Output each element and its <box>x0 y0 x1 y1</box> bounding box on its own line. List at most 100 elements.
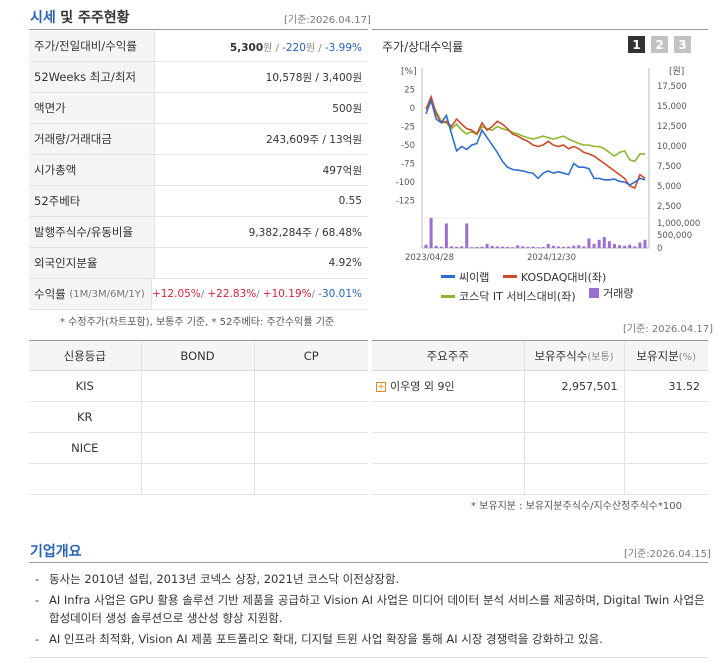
table-row <box>372 463 708 495</box>
column-header: 주요주주 <box>372 340 524 371</box>
row-value: 0.55 <box>338 195 362 207</box>
legend-item-price: 씨이랩 <box>441 269 489 285</box>
volume-bar <box>480 246 484 248</box>
legend-label: 코스닥 IT 서비스대비(좌) <box>459 290 576 303</box>
column-header: 보유지분(%) <box>623 340 708 371</box>
volume-bar <box>434 245 438 248</box>
bond-cell <box>140 432 254 464</box>
cp-cell <box>253 401 368 433</box>
volume-bar <box>536 247 540 248</box>
x-tick-label: 2023/04/28 <box>405 253 454 263</box>
chart-tab-3[interactable]: 3 <box>674 36 691 53</box>
volume-bar <box>505 246 509 248</box>
return-1m: +12.05% <box>151 288 201 300</box>
volume-bar <box>551 245 555 248</box>
volume-row: 거래량/거래대금 243,609주 / 13억원 <box>29 124 368 155</box>
legend-item-volume: 거래량 <box>589 285 634 301</box>
pct-cell: 31.52 <box>623 370 708 402</box>
agency-cell <box>29 463 141 495</box>
volume-bar <box>618 245 622 248</box>
table-row <box>372 401 708 433</box>
volume-tick-label: 0 <box>657 244 662 254</box>
volume-bar <box>541 246 545 248</box>
section-title-part2: 및 주주현황 <box>60 10 130 26</box>
volume-tick-label: 500,000 <box>657 231 692 241</box>
bond-cell <box>140 463 254 495</box>
right-tick-label: 17,500 <box>657 82 687 92</box>
volume-bar <box>597 239 601 248</box>
volume-bar <box>602 237 606 248</box>
volume-bar <box>439 246 443 248</box>
shareholder-name[interactable]: 이우영 외 9인 <box>390 380 455 393</box>
left-tick-label: -75 <box>401 160 415 170</box>
header-text: 보유주식수 <box>534 348 588 363</box>
volume-bar <box>511 247 515 248</box>
volume-bar <box>490 245 494 248</box>
shareholder-name-cell: + 이우영 외 9인 <box>372 370 524 402</box>
current-price: 5,300 <box>229 41 264 54</box>
legend-swatch <box>441 275 455 278</box>
left-tick-label: -100 <box>396 178 415 188</box>
right-tick-label: 7,500 <box>657 162 681 172</box>
header-text: 보유지분 <box>636 348 679 363</box>
row-value: +12.05%/ +22.83%/ +10.19%/ -30.01% <box>152 288 368 300</box>
shares-cell: 2,957,501 <box>523 370 624 402</box>
right-tick-label: 10,000 <box>657 142 687 152</box>
expand-icon[interactable]: + <box>376 382 386 392</box>
agency-cell: KR <box>29 401 141 433</box>
legend-swatch <box>441 294 455 298</box>
volume-bar <box>444 223 448 248</box>
price-change: -220 <box>282 41 306 54</box>
right-tick-label: 5,000 <box>657 182 681 192</box>
right-axis-unit: [원] <box>669 66 684 77</box>
header-unit: (%) <box>678 351 697 363</box>
divider <box>29 657 708 658</box>
volume-bar <box>607 241 611 248</box>
change-unit: 원 <box>305 42 316 54</box>
volume-bar <box>556 246 560 248</box>
divider <box>29 562 708 563</box>
volume-bar <box>628 244 632 248</box>
chart-tab-2[interactable]: 2 <box>651 36 668 53</box>
company-overview-title: 기업개요 <box>30 544 82 560</box>
left-tick-label: -25 <box>401 122 415 132</box>
series-line-kosdaq <box>425 94 646 190</box>
section-title-part1: 시세 <box>30 10 56 26</box>
volume-bar <box>424 244 428 248</box>
column-header: 보유주식수(보통) <box>523 340 624 371</box>
table-header-row: 주요주주 보유주식수(보통) 보유지분(%) <box>372 340 708 371</box>
volume-bar <box>546 243 550 248</box>
series-line-price <box>425 97 646 186</box>
row-value: 500원 <box>332 102 362 115</box>
volume-bar <box>562 246 566 248</box>
row-value: 5,300원 / -220원 / -3.99% <box>155 39 368 54</box>
weeks52-row: 52Weeks 최고/최저 10,578원 / 3,400원 <box>29 62 368 93</box>
left-tick-label: 25 <box>404 85 415 95</box>
volume-bar <box>592 243 596 248</box>
overview-list: 동사는 2010년 설립, 2013년 코넥스 상장, 2021년 코스닥 이전… <box>35 570 707 651</box>
volume-bar <box>460 246 464 248</box>
price-footnote: * 수정주가(차트포함), 보통주 기준, * 52주베타: 주간수익률 기준 <box>60 317 335 328</box>
volume-tick-label: 1,000,000 <box>657 219 700 229</box>
return-row: 수익률 (1M/3M/6M/1Y) +12.05%/ +22.83%/ +10.… <box>29 279 368 310</box>
legend-label: KOSDAQ대비(좌) <box>520 270 607 284</box>
change-rate: -3.99% <box>324 41 362 54</box>
volume-bar <box>470 247 474 248</box>
row-value: 243,609주 / 13억원 <box>266 133 362 146</box>
bond-cell <box>140 401 254 433</box>
cp-cell <box>253 463 368 495</box>
list-item: AI 인프라 최적화, Vision AI 제품 포트폴리오 확대, 디지털 트… <box>35 630 707 648</box>
table-row: NICE <box>29 432 368 464</box>
legend-label: 씨이랩 <box>459 270 490 284</box>
row-label: 외국인지분율 <box>29 248 155 278</box>
volume-bar <box>455 246 459 248</box>
chart-tab-1[interactable]: 1 <box>628 36 645 53</box>
row-label: 수익률 (1M/3M/6M/1Y) <box>29 279 152 309</box>
table-header-row: 신용등급 BOND CP <box>29 340 368 371</box>
column-header: 신용등급 <box>29 340 141 371</box>
header-unit: (보통) <box>587 351 614 363</box>
divider <box>29 29 368 30</box>
legend-swatch <box>589 287 600 298</box>
volume-bar <box>643 239 647 248</box>
shareholder-table: 주요주주 보유주식수(보통) 보유지분(%) + 이우영 외 9인 2,957,5… <box>372 340 708 495</box>
